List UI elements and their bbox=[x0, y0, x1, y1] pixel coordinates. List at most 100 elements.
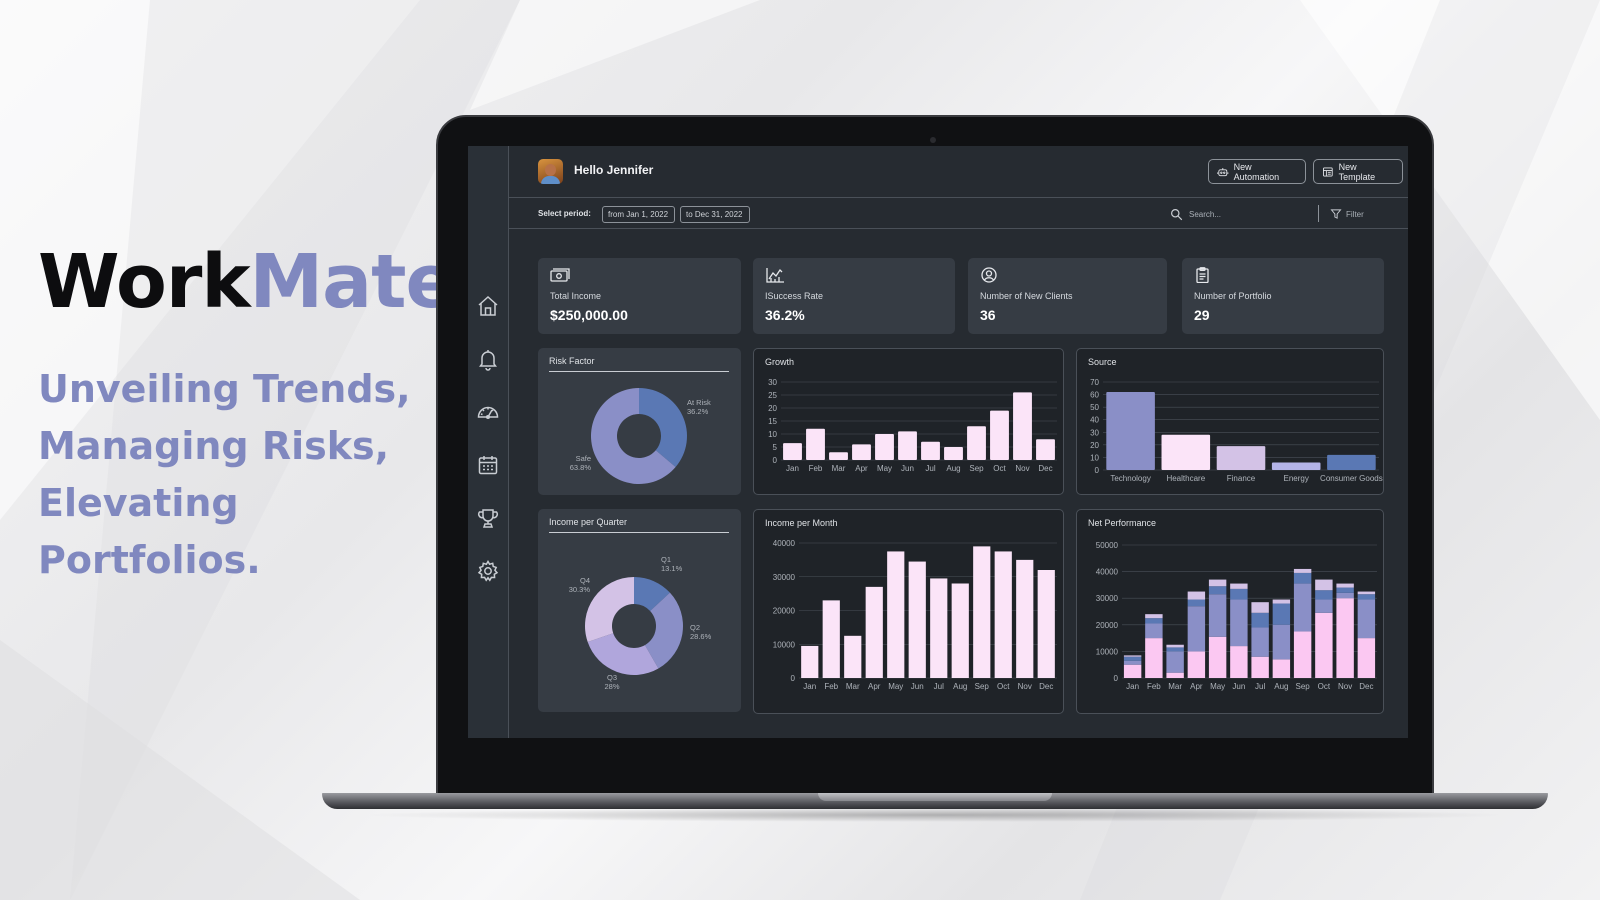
stack-segment[interactable] bbox=[1336, 598, 1354, 678]
donut-slice[interactable] bbox=[644, 592, 683, 669]
stack-segment[interactable] bbox=[1251, 627, 1269, 657]
bar[interactable] bbox=[1013, 392, 1032, 460]
search-box[interactable]: Search... bbox=[1170, 205, 1320, 223]
bar[interactable] bbox=[898, 431, 917, 460]
new-template-button[interactable]: New Template bbox=[1313, 159, 1403, 184]
stack-segment[interactable] bbox=[1272, 599, 1291, 604]
stack-segment[interactable] bbox=[1251, 602, 1269, 613]
stack-segment[interactable] bbox=[1230, 646, 1248, 678]
stack-segment[interactable] bbox=[1166, 644, 1184, 648]
bar[interactable] bbox=[921, 441, 940, 460]
stack-segment[interactable] bbox=[1187, 606, 1206, 652]
kpi-card-total-income[interactable]: Total Income $250,000.00 bbox=[538, 258, 741, 334]
stack-segment[interactable] bbox=[1272, 659, 1291, 678]
donut-slice[interactable] bbox=[634, 577, 670, 612]
stack-segment[interactable] bbox=[1145, 638, 1163, 678]
stack-segment[interactable] bbox=[1272, 603, 1291, 625]
donut-slice[interactable] bbox=[585, 577, 634, 643]
bar[interactable] bbox=[1036, 439, 1055, 460]
stack-segment[interactable] bbox=[1187, 651, 1206, 678]
stack-segment[interactable] bbox=[1357, 638, 1376, 678]
stack-segment[interactable] bbox=[1230, 583, 1248, 589]
stack-segment[interactable] bbox=[1145, 614, 1163, 619]
stack-segment[interactable] bbox=[1123, 660, 1142, 665]
donut-slice[interactable] bbox=[639, 388, 687, 468]
bar[interactable] bbox=[1016, 559, 1034, 678]
stack-segment[interactable] bbox=[1293, 583, 1312, 632]
calendar-icon[interactable] bbox=[476, 453, 500, 477]
stack-segment[interactable] bbox=[1357, 594, 1376, 600]
stack-segment[interactable] bbox=[1166, 651, 1184, 673]
date-from-chip[interactable]: from Jan 1, 2022 bbox=[602, 206, 675, 223]
stack-segment[interactable] bbox=[1208, 594, 1227, 637]
stack-segment[interactable] bbox=[1336, 587, 1354, 593]
trophy-icon[interactable] bbox=[476, 506, 500, 530]
donut-slice[interactable] bbox=[591, 388, 676, 484]
stack-segment[interactable] bbox=[1208, 586, 1227, 595]
stack-segment[interactable] bbox=[1123, 664, 1142, 678]
bar[interactable] bbox=[875, 434, 894, 460]
stack-segment[interactable] bbox=[1208, 636, 1227, 678]
stack-segment[interactable] bbox=[1187, 591, 1206, 600]
stack-segment[interactable] bbox=[1208, 579, 1227, 587]
stack-segment[interactable] bbox=[1230, 599, 1248, 647]
bar[interactable] bbox=[944, 447, 963, 460]
bar[interactable] bbox=[1216, 446, 1266, 470]
bar[interactable] bbox=[951, 583, 969, 679]
avatar[interactable] bbox=[538, 159, 563, 184]
stack-segment[interactable] bbox=[1293, 631, 1312, 678]
date-to-chip[interactable]: to Dec 31, 2022 bbox=[680, 206, 750, 223]
stack-segment[interactable] bbox=[1145, 618, 1163, 624]
stack-segment[interactable] bbox=[1315, 590, 1333, 600]
stack-segment[interactable] bbox=[1357, 599, 1376, 639]
gauge-icon[interactable] bbox=[476, 400, 500, 424]
bar[interactable] bbox=[865, 586, 883, 678]
bar[interactable] bbox=[829, 452, 848, 460]
bar[interactable] bbox=[852, 444, 871, 460]
bar[interactable] bbox=[1161, 434, 1211, 470]
bar[interactable] bbox=[990, 410, 1009, 460]
stack-segment[interactable] bbox=[1123, 655, 1142, 657]
stack-segment[interactable] bbox=[1293, 568, 1312, 573]
stack-segment[interactable] bbox=[1230, 588, 1248, 600]
bar[interactable] bbox=[973, 546, 991, 678]
stack-segment[interactable] bbox=[1336, 583, 1354, 588]
bar[interactable] bbox=[887, 551, 905, 678]
home-icon[interactable] bbox=[476, 294, 500, 318]
bar[interactable] bbox=[1106, 392, 1155, 470]
stack-segment[interactable] bbox=[1251, 656, 1269, 678]
stack-segment[interactable] bbox=[1293, 572, 1312, 584]
bell-icon[interactable] bbox=[476, 347, 500, 371]
bar[interactable] bbox=[783, 443, 802, 460]
filter-button[interactable]: Filter bbox=[1330, 205, 1364, 223]
stack-segment[interactable] bbox=[1272, 624, 1291, 660]
bar[interactable] bbox=[822, 600, 840, 678]
new-automation-button[interactable]: New Automation bbox=[1208, 159, 1306, 184]
search-input[interactable]: Search... bbox=[1189, 209, 1222, 219]
stack-segment[interactable] bbox=[1145, 623, 1163, 639]
bar[interactable] bbox=[1037, 570, 1055, 678]
bar[interactable] bbox=[967, 426, 986, 460]
stack-segment[interactable] bbox=[1315, 612, 1333, 678]
stack-segment[interactable] bbox=[1187, 599, 1206, 607]
stack-segment[interactable] bbox=[1315, 579, 1333, 591]
bar[interactable] bbox=[994, 551, 1012, 678]
stack-segment[interactable] bbox=[1357, 591, 1376, 595]
bar[interactable] bbox=[1271, 462, 1321, 470]
stack-segment[interactable] bbox=[1315, 599, 1333, 613]
bar[interactable] bbox=[1327, 454, 1376, 470]
bar[interactable] bbox=[806, 428, 825, 460]
stack-segment[interactable] bbox=[1166, 672, 1184, 678]
stack-segment[interactable] bbox=[1123, 656, 1142, 661]
bar[interactable] bbox=[908, 561, 926, 678]
bar[interactable] bbox=[801, 645, 819, 678]
stack-segment[interactable] bbox=[1166, 647, 1184, 652]
stack-segment[interactable] bbox=[1251, 612, 1269, 628]
stack-segment[interactable] bbox=[1336, 592, 1354, 599]
kpi-card-new-clients[interactable]: Number of New Clients 36 bbox=[968, 258, 1167, 334]
kpi-card-portfolio[interactable]: Number of Portfolio 29 bbox=[1182, 258, 1384, 334]
kpi-card-success-rate[interactable]: ISuccess Rate 36.2% bbox=[753, 258, 955, 334]
bar[interactable] bbox=[930, 578, 948, 678]
donut-slice[interactable] bbox=[587, 633, 659, 675]
gear-icon[interactable] bbox=[476, 559, 500, 583]
